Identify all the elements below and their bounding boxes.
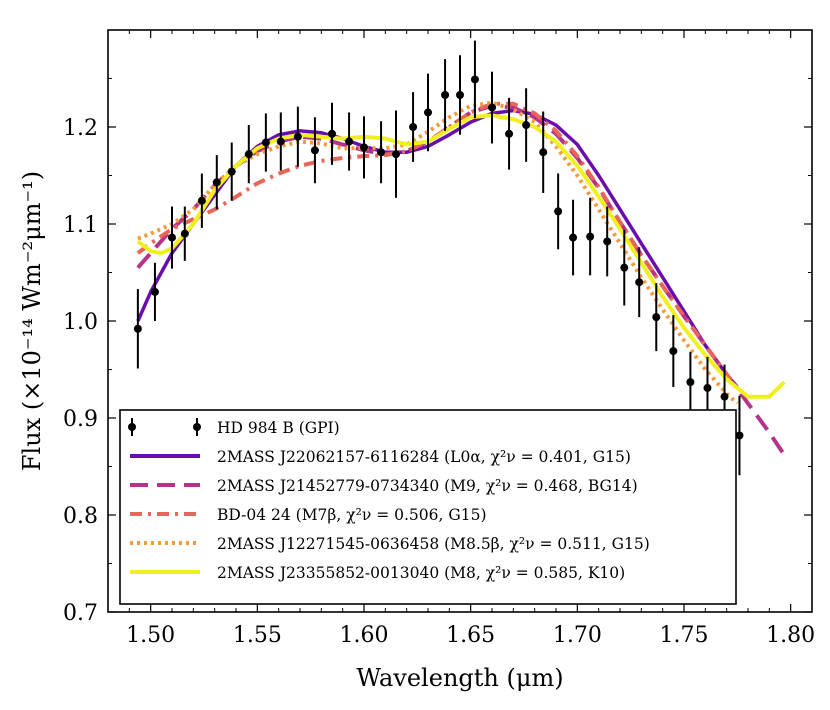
x-tick-label: 1.70 bbox=[553, 623, 602, 648]
x-tick-label: 1.65 bbox=[446, 623, 495, 648]
legend-label-4: 2MASS J12271545-0636458 (M8.5β, χ²ν = 0.… bbox=[217, 535, 650, 553]
x-axis-title: Wavelength (μm) bbox=[356, 664, 563, 692]
data-point bbox=[328, 129, 336, 138]
data-point bbox=[293, 132, 302, 141]
x-tick-label: 1.50 bbox=[126, 623, 175, 648]
data-point bbox=[569, 233, 578, 242]
data-point bbox=[603, 237, 612, 246]
x-tick-label: 1.60 bbox=[340, 623, 389, 648]
data-point bbox=[620, 263, 629, 272]
data-point bbox=[554, 207, 563, 216]
x-tick-label: 1.75 bbox=[660, 623, 709, 648]
y-tick-label: 0.8 bbox=[63, 504, 98, 529]
data-point bbox=[168, 233, 176, 242]
y-tick-label: 1.2 bbox=[63, 116, 98, 141]
data-point bbox=[409, 123, 418, 131]
data-point bbox=[133, 324, 142, 333]
data-point bbox=[720, 392, 729, 401]
data-point bbox=[360, 143, 368, 152]
data-point bbox=[686, 378, 695, 387]
data-point bbox=[276, 137, 285, 146]
legend-label-5: 2MASS J23355852-0013040 (M8, χ²ν = 0.585… bbox=[217, 564, 625, 582]
data-point bbox=[703, 383, 712, 392]
data-point bbox=[456, 90, 464, 99]
legend-label-3: BD-04 24 (M7β, χ²ν = 0.506, G15) bbox=[217, 506, 487, 524]
data-point bbox=[669, 347, 678, 356]
data-point bbox=[539, 148, 548, 157]
x-tick-label: 1.80 bbox=[766, 623, 815, 648]
data-point bbox=[392, 150, 400, 159]
data-point bbox=[586, 232, 595, 241]
series-line-3 bbox=[136, 101, 739, 391]
data-point bbox=[424, 108, 432, 117]
data-point bbox=[345, 137, 354, 146]
y-tick-label: 1.1 bbox=[63, 213, 98, 238]
data-point bbox=[522, 121, 531, 130]
data-point bbox=[652, 313, 661, 322]
y-tick-label: 0.9 bbox=[63, 407, 98, 432]
data-point bbox=[212, 178, 221, 187]
legend-label-observed: HD 984 B (GPI) bbox=[217, 419, 340, 437]
legend-marker bbox=[128, 423, 136, 431]
data-point bbox=[470, 75, 479, 84]
data-point bbox=[735, 431, 744, 440]
data-point bbox=[505, 129, 514, 138]
data-point bbox=[310, 146, 319, 155]
series-line-1 bbox=[136, 108, 739, 389]
data-point bbox=[261, 138, 270, 147]
legend-label-2: 2MASS J21452779-0734340 (M9, χ²ν = 0.468… bbox=[217, 477, 638, 495]
series-line-5 bbox=[136, 113, 786, 399]
legend-marker bbox=[193, 423, 201, 431]
data-point bbox=[197, 196, 206, 205]
data-point bbox=[180, 229, 189, 238]
y-tick-label: 0.7 bbox=[63, 601, 98, 626]
data-point bbox=[377, 148, 386, 157]
y-tick-label: 1.0 bbox=[63, 310, 98, 335]
data-point bbox=[635, 278, 644, 287]
series-line-2 bbox=[136, 103, 786, 457]
y-axis-title: Flux (×10⁻¹⁴ Wm⁻²μm⁻¹) bbox=[18, 171, 46, 471]
legend-label-1: 2MASS J22062157-6116284 (L0α, χ²ν = 0.40… bbox=[217, 448, 631, 466]
data-point bbox=[227, 167, 236, 176]
data-point bbox=[488, 103, 496, 112]
data-point bbox=[150, 287, 159, 296]
data-point bbox=[244, 150, 253, 159]
data-point bbox=[441, 90, 450, 99]
x-tick-label: 1.55 bbox=[233, 623, 282, 648]
legend-box bbox=[119, 409, 737, 605]
